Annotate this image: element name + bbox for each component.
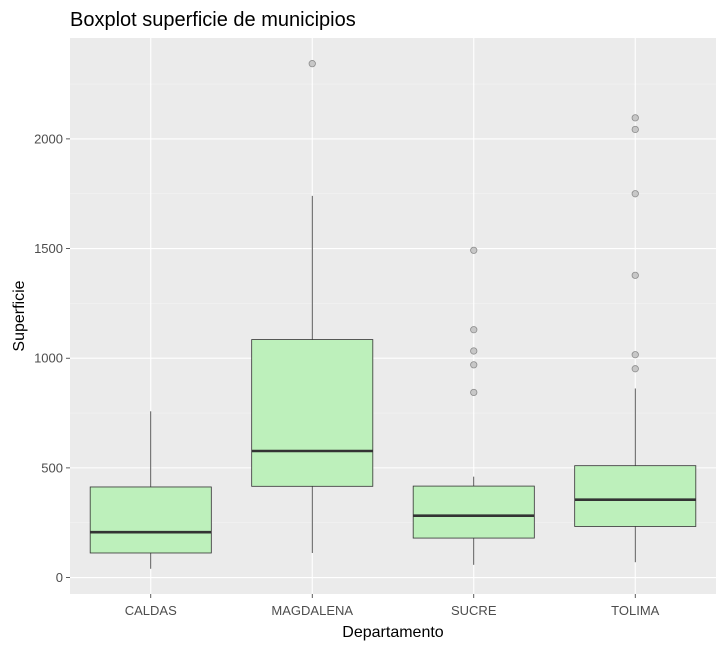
box-iqr <box>574 465 697 527</box>
outlier-point <box>308 60 316 68</box>
box-iqr <box>412 485 535 539</box>
x-tick-label: TOLIMA <box>611 603 659 618</box>
outlier-point <box>470 361 478 369</box>
x-tick-label: MAGDALENA <box>271 603 353 618</box>
plot-panel <box>70 38 716 594</box>
box-sucre <box>412 246 535 565</box>
y-tick-label: 2000 <box>34 131 63 146</box>
y-tick-label: 500 <box>41 460 63 475</box>
x-tick-label: CALDAS <box>125 603 177 618</box>
chart-title: Boxplot superficie de municipios <box>70 9 356 31</box>
x-axis-title: Departamento <box>342 624 443 641</box>
outlier-point <box>470 326 478 334</box>
box-iqr <box>89 486 212 554</box>
outlier-point <box>631 114 639 122</box>
box-magdalena <box>251 60 374 553</box>
outlier-point <box>470 246 478 254</box>
y-tick-label: 1000 <box>34 351 63 366</box>
y-tick-label: 0 <box>56 570 63 585</box>
y-tick-label: 1500 <box>34 241 63 256</box>
box-caldas <box>89 411 212 569</box>
box-iqr <box>251 339 374 487</box>
outlier-point <box>631 190 639 198</box>
outlier-point <box>470 347 478 355</box>
outlier-point <box>631 351 639 359</box>
outlier-point <box>631 365 639 373</box>
outlier-point <box>470 388 478 397</box>
outlier-point <box>631 125 639 134</box>
outlier-point <box>631 271 639 279</box>
box-tolima <box>574 114 697 563</box>
y-axis-title: Superficie <box>11 280 28 351</box>
x-tick-label: SUCRE <box>451 603 497 618</box>
